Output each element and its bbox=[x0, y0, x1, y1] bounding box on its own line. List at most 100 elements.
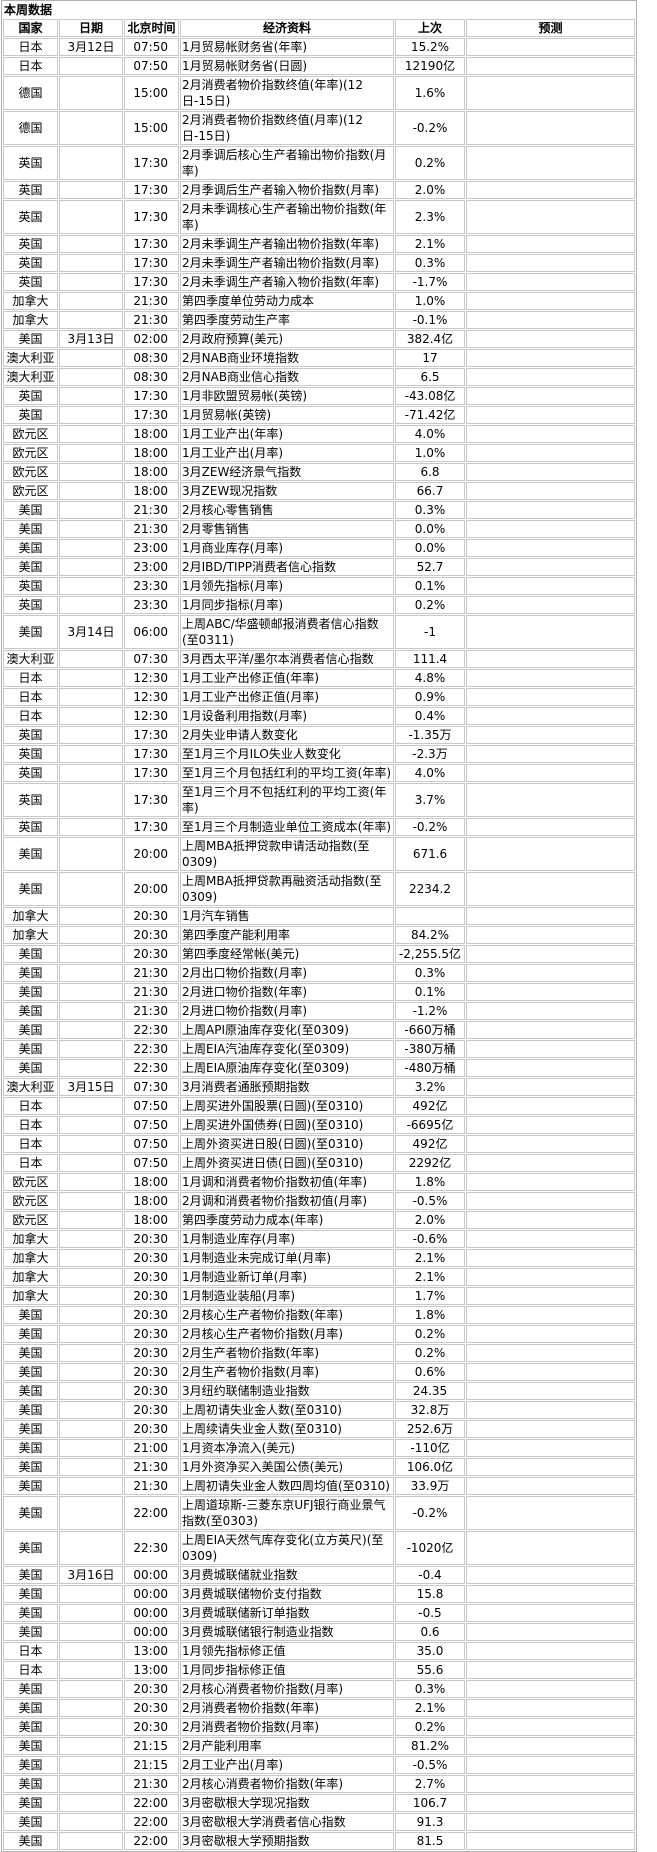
table-row: 美国 21:30 2月进口物价指数(月率) -1.2% bbox=[3, 1002, 635, 1020]
item-cell: 2月零售销售 bbox=[180, 520, 394, 538]
time-cell: 21:30 bbox=[124, 520, 179, 538]
previous-cell: -0.2% bbox=[395, 1496, 465, 1530]
header-forecast: 预测 bbox=[466, 19, 635, 37]
previous-cell: 1.0% bbox=[395, 292, 465, 310]
item-cell: 上周EIA天然气库存变化(立方英尺)(至0309) bbox=[180, 1531, 394, 1565]
time-cell: 15:00 bbox=[124, 111, 179, 145]
forecast-cell bbox=[466, 292, 635, 310]
forecast-cell bbox=[466, 1623, 635, 1641]
time-cell: 20:30 bbox=[124, 1363, 179, 1381]
previous-cell: 2.1% bbox=[395, 1699, 465, 1717]
previous-cell: 0.1% bbox=[395, 983, 465, 1001]
date-cell bbox=[59, 425, 123, 443]
table-row: 美国 21:00 1月资本净流入(美元) -110亿 bbox=[3, 1439, 635, 1457]
date-cell bbox=[59, 1477, 123, 1495]
previous-cell: 0.3% bbox=[395, 501, 465, 519]
previous-cell: 33.9万 bbox=[395, 1477, 465, 1495]
date-cell: 3月16日 bbox=[59, 1566, 123, 1584]
previous-cell: 6.8 bbox=[395, 463, 465, 481]
forecast-cell bbox=[466, 482, 635, 500]
previous-cell: 252.6万 bbox=[395, 1420, 465, 1438]
date-cell bbox=[59, 650, 123, 668]
forecast-cell bbox=[466, 1249, 635, 1267]
forecast-cell bbox=[466, 615, 635, 649]
item-cell: 至1月三个月制造业单位工资成本(年率) bbox=[180, 818, 394, 836]
country-cell: 英国 bbox=[3, 818, 58, 836]
time-cell: 18:00 bbox=[124, 1173, 179, 1191]
time-cell: 20:30 bbox=[124, 1287, 179, 1305]
time-cell: 06:00 bbox=[124, 615, 179, 649]
item-cell: 3月纽约联储制造业指数 bbox=[180, 1382, 394, 1400]
time-cell: 17:30 bbox=[124, 254, 179, 272]
time-cell: 20:00 bbox=[124, 872, 179, 906]
table-row: 美国 21:30 上周初请失业金人数四周均值(至0310) 33.9万 bbox=[3, 1477, 635, 1495]
forecast-cell bbox=[466, 726, 635, 744]
previous-cell: 35.0 bbox=[395, 1642, 465, 1660]
previous-cell: 0.2% bbox=[395, 1344, 465, 1362]
previous-cell: 0.0% bbox=[395, 520, 465, 538]
date-cell bbox=[59, 818, 123, 836]
item-cell: 上周EIA原油库存变化(至0309) bbox=[180, 1059, 394, 1077]
item-cell: 2月消费者物价指数(年率) bbox=[180, 1699, 394, 1717]
country-cell: 日本 bbox=[3, 1642, 58, 1660]
previous-cell: -0.2% bbox=[395, 818, 465, 836]
previous-cell: -43.08亿 bbox=[395, 387, 465, 405]
time-cell: 17:30 bbox=[124, 181, 179, 199]
time-cell: 07:50 bbox=[124, 1097, 179, 1115]
forecast-cell bbox=[466, 1040, 635, 1058]
country-cell: 美国 bbox=[3, 1344, 58, 1362]
previous-cell: -660万桶 bbox=[395, 1021, 465, 1039]
item-cell: 至1月三个月不包括红利的平均工资(年率) bbox=[180, 783, 394, 817]
date-cell bbox=[59, 1382, 123, 1400]
country-cell: 美国 bbox=[3, 1420, 58, 1438]
previous-cell: -110亿 bbox=[395, 1439, 465, 1457]
forecast-cell bbox=[466, 872, 635, 906]
item-cell: 第四季度劳动生产率 bbox=[180, 311, 394, 329]
forecast-cell bbox=[466, 1287, 635, 1305]
table-row: 日本 13:00 1月同步指标修正值 55.6 bbox=[3, 1661, 635, 1679]
time-cell: 21:30 bbox=[124, 1002, 179, 1020]
table-row: 美国 20:30 2月生产者物价指数(月率) 0.6% bbox=[3, 1363, 635, 1381]
item-cell: 2月季调后生产者输入物价指数(月率) bbox=[180, 181, 394, 199]
date-cell bbox=[59, 254, 123, 272]
time-cell: 18:00 bbox=[124, 482, 179, 500]
table-row: 澳大利亚 08:30 2月NAB商业信心指数 6.5 bbox=[3, 368, 635, 386]
date-cell: 3月14日 bbox=[59, 615, 123, 649]
time-cell: 17:30 bbox=[124, 726, 179, 744]
item-cell: 1月同步指标(月率) bbox=[180, 596, 394, 614]
forecast-cell bbox=[466, 1420, 635, 1438]
time-cell: 20:30 bbox=[124, 1420, 179, 1438]
date-cell bbox=[59, 1604, 123, 1622]
previous-cell: 1.6% bbox=[395, 76, 465, 110]
country-cell: 美国 bbox=[3, 539, 58, 557]
previous-cell: 66.7 bbox=[395, 482, 465, 500]
forecast-cell bbox=[466, 1268, 635, 1286]
item-cell: 1月制造业新订单(月率) bbox=[180, 1268, 394, 1286]
item-cell: 2月产能利用率 bbox=[180, 1737, 394, 1755]
country-cell: 美国 bbox=[3, 330, 58, 348]
country-cell: 德国 bbox=[3, 111, 58, 145]
table-row: 美国 20:30 2月核心消费者物价指数(月率) 0.3% bbox=[3, 1680, 635, 1698]
date-cell bbox=[59, 368, 123, 386]
item-cell: 2月生产者物价指数(月率) bbox=[180, 1363, 394, 1381]
previous-cell: 492亿 bbox=[395, 1097, 465, 1115]
forecast-cell bbox=[466, 368, 635, 386]
date-cell bbox=[59, 1192, 123, 1210]
item-cell: 3月密歇根大学消费者信心指数 bbox=[180, 1813, 394, 1831]
table-row: 美国 22:00 3月密歇根大学消费者信心指数 91.3 bbox=[3, 1813, 635, 1831]
date-cell bbox=[59, 1287, 123, 1305]
country-cell: 美国 bbox=[3, 983, 58, 1001]
country-cell: 澳大利亚 bbox=[3, 1078, 58, 1096]
time-cell: 22:00 bbox=[124, 1794, 179, 1812]
item-cell: 上周MBA抵押贷款申请活动指数(至0309) bbox=[180, 837, 394, 871]
date-cell bbox=[59, 1154, 123, 1172]
previous-cell: -1020亿 bbox=[395, 1531, 465, 1565]
previous-cell: 81.5 bbox=[395, 1832, 465, 1850]
item-cell: 上周道琼斯-三菱东京UFJ银行商业景气指数(至0303) bbox=[180, 1496, 394, 1530]
item-cell: 1月领先指标(月率) bbox=[180, 577, 394, 595]
country-cell: 美国 bbox=[3, 1623, 58, 1641]
time-cell: 17:30 bbox=[124, 764, 179, 782]
forecast-cell bbox=[466, 76, 635, 110]
time-cell: 12:30 bbox=[124, 707, 179, 725]
country-cell: 加拿大 bbox=[3, 311, 58, 329]
